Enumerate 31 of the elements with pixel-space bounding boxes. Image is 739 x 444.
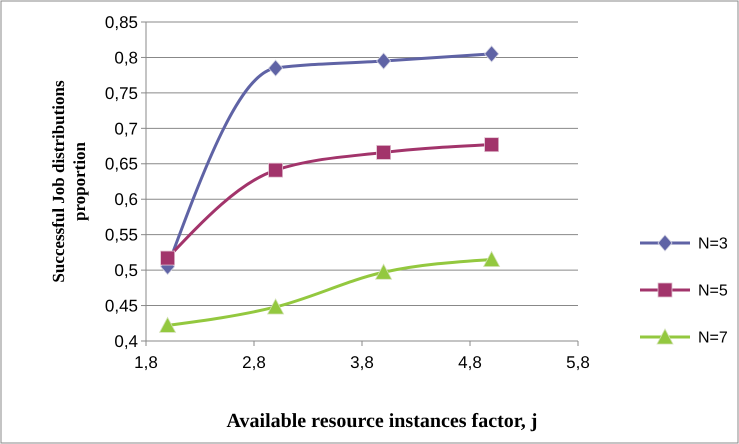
y-tick-label: 0,65 [104, 154, 138, 174]
point [160, 250, 175, 266]
legend-label: N=3 [698, 236, 728, 253]
point [375, 264, 392, 280]
y-tick-label: 0,75 [104, 84, 138, 103]
point [483, 251, 500, 267]
y-tick-label: 0,8 [114, 48, 138, 68]
point [376, 145, 391, 160]
point [267, 298, 284, 314]
legend-label: N=5 [698, 282, 728, 300]
y-tick-label: 0,7 [114, 119, 138, 138]
x-axis-title: Available resource instances factor, j [226, 410, 538, 432]
y-tick-label: 0,85 [104, 12, 138, 32]
point [484, 46, 499, 62]
point [376, 52, 391, 70]
x-tick-label: 5,8 [566, 353, 590, 372]
x-tick-label: 4,8 [458, 353, 482, 372]
point [159, 317, 176, 333]
legend-label: N=7 [698, 330, 728, 347]
x-tick-label: 1,8 [134, 353, 158, 372]
y-tick-label: 0,45 [104, 296, 138, 316]
x-tick-label: 3,8 [350, 353, 374, 372]
y-axis-title: Successful Job distributions proportion [49, 80, 89, 283]
point [268, 162, 283, 178]
point [484, 137, 499, 152]
y-tick-label: 0,5 [114, 261, 138, 280]
y-tick-label: 0,55 [104, 226, 138, 245]
y-tick-label: 0,6 [114, 190, 138, 210]
point [268, 60, 283, 76]
y-tick-label: 0,4 [114, 332, 138, 351]
x-tick-label: 2,8 [242, 353, 266, 372]
